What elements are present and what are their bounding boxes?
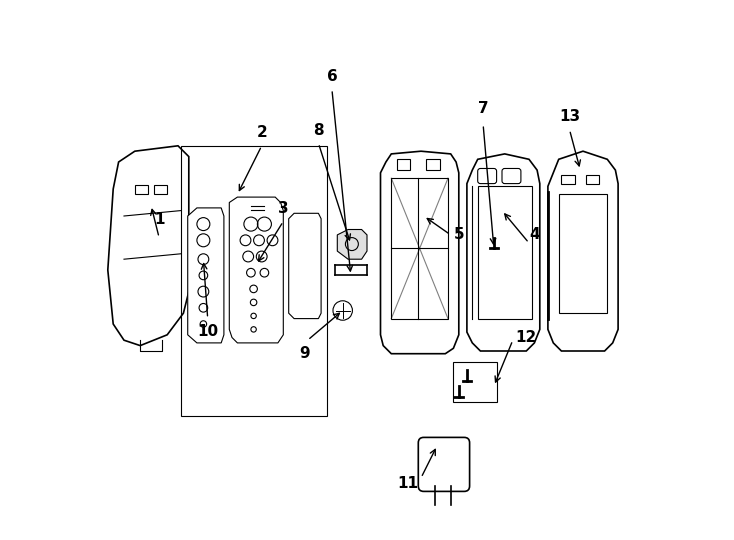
PathPatch shape	[467, 154, 539, 351]
Text: 12: 12	[515, 330, 537, 345]
Text: 4: 4	[529, 227, 539, 242]
Text: 5: 5	[454, 227, 464, 242]
PathPatch shape	[229, 197, 283, 343]
Bar	[153, 185, 167, 194]
Text: 6: 6	[327, 69, 338, 84]
Text: 1: 1	[154, 212, 164, 227]
Bar	[559, 194, 607, 313]
Text: 10: 10	[197, 324, 218, 339]
Bar	[135, 185, 148, 194]
Text: 7: 7	[478, 101, 488, 116]
PathPatch shape	[380, 151, 459, 354]
Bar	[586, 176, 599, 184]
PathPatch shape	[548, 151, 618, 351]
Bar	[454, 362, 497, 402]
Text: 9: 9	[299, 346, 310, 361]
Text: 2: 2	[256, 125, 267, 140]
Bar	[478, 186, 531, 319]
PathPatch shape	[338, 230, 367, 259]
Bar	[562, 176, 575, 184]
Text: 3: 3	[278, 201, 288, 216]
Bar	[391, 178, 448, 319]
Text: 11: 11	[397, 476, 418, 491]
Text: 8: 8	[313, 123, 324, 138]
Bar	[396, 159, 410, 170]
PathPatch shape	[188, 208, 224, 343]
PathPatch shape	[108, 146, 189, 346]
FancyBboxPatch shape	[418, 437, 470, 491]
Bar	[426, 159, 440, 170]
PathPatch shape	[288, 213, 321, 319]
Bar	[181, 146, 327, 416]
Text: 13: 13	[559, 109, 580, 124]
